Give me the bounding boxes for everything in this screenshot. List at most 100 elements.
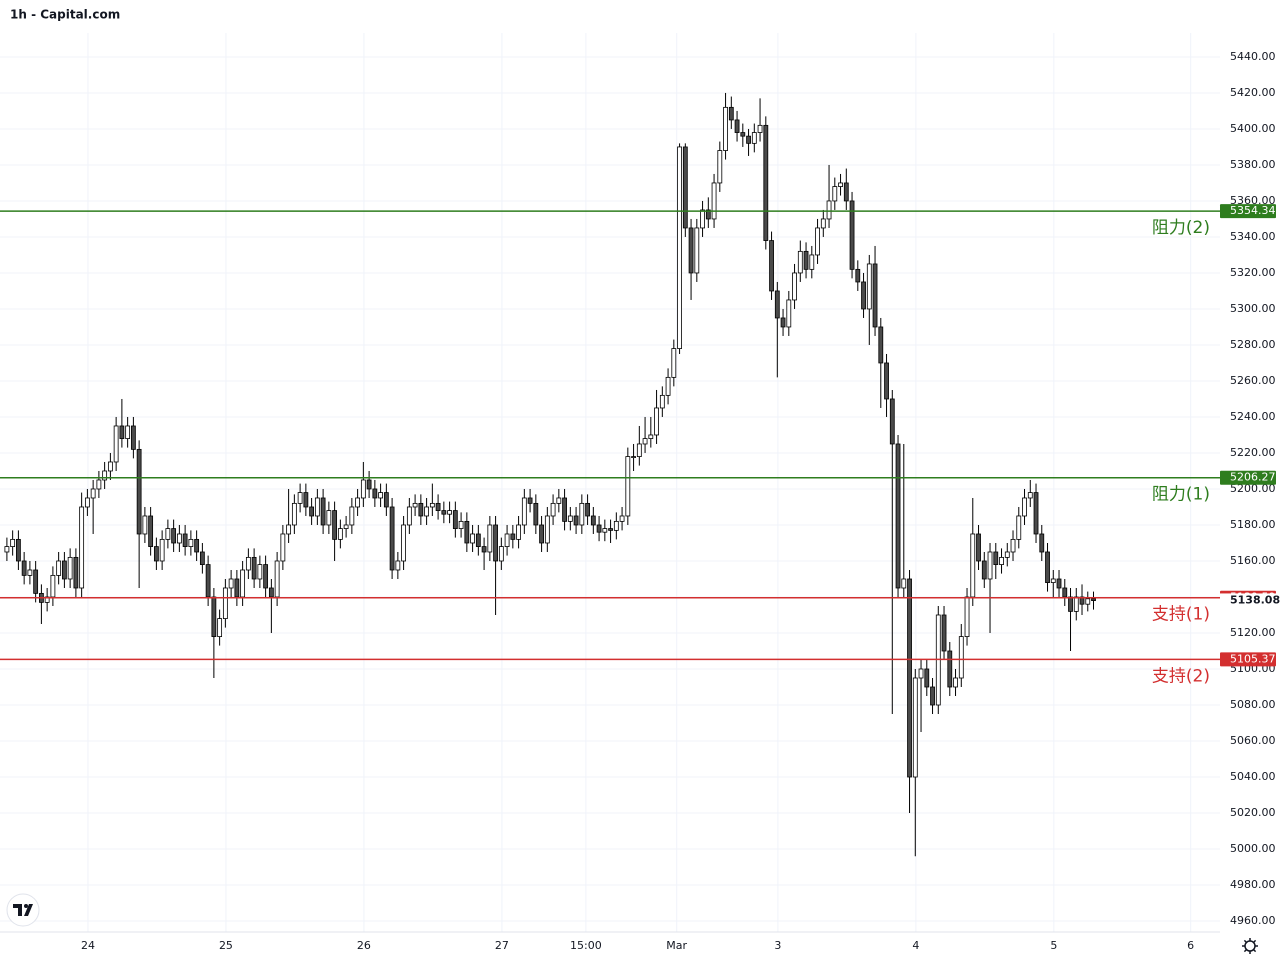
last-price-badge — [1220, 593, 1278, 608]
candle-body — [113, 425, 119, 463]
x-tick-label: Mar — [666, 939, 687, 952]
candle-body — [579, 502, 585, 526]
candle-body — [418, 502, 424, 517]
x-tick-label: 4 — [912, 939, 919, 952]
candle-body — [769, 240, 774, 292]
candle-body — [803, 250, 809, 270]
candle-body — [360, 479, 366, 499]
candle-body — [654, 407, 659, 436]
candle-body — [349, 506, 355, 526]
candle-body — [1056, 578, 1062, 589]
candle-body — [464, 520, 470, 544]
candle-body — [205, 564, 211, 598]
candle-body — [366, 479, 372, 490]
candle-body — [234, 578, 240, 598]
candle-body — [1039, 533, 1045, 553]
level-label: 阻力(2) — [1152, 218, 1210, 238]
candle-body — [136, 448, 142, 535]
candle-body — [326, 510, 332, 526]
candle-body — [855, 268, 861, 283]
candle-body — [67, 556, 73, 580]
candle-body — [510, 533, 516, 540]
y-tick-label: 5040.00 — [1230, 770, 1276, 783]
candle-body — [613, 520, 619, 531]
candle-body — [976, 533, 981, 562]
y-tick-label: 5280.00 — [1230, 338, 1276, 351]
x-tick-label: 3 — [774, 939, 781, 952]
candle-body — [142, 515, 148, 535]
candle-body — [631, 456, 636, 458]
candle-body — [245, 556, 251, 571]
candle-body — [826, 200, 832, 220]
candle-body — [516, 524, 521, 540]
candle-body — [539, 524, 544, 544]
settings-icon[interactable] — [1242, 938, 1258, 954]
candle-body — [590, 515, 596, 526]
candle-body — [907, 578, 912, 778]
x-tick-label: 15:00 — [570, 939, 602, 952]
candle-body — [412, 502, 418, 508]
candle-body — [1033, 492, 1039, 535]
y-tick-label: 5180.00 — [1230, 518, 1276, 531]
candle-body — [481, 546, 487, 553]
candle-body — [395, 560, 401, 571]
candle-body — [332, 510, 338, 540]
candle-body — [734, 119, 740, 133]
candle-body — [717, 150, 723, 184]
candle-body — [171, 528, 177, 544]
y-tick-label: 5120.00 — [1230, 626, 1276, 639]
candle-body — [728, 106, 734, 121]
candle-body — [941, 614, 947, 652]
candle-body — [130, 425, 136, 450]
candle-body — [567, 515, 573, 522]
candle-body — [280, 533, 286, 562]
y-tick-label: 5000.00 — [1230, 842, 1276, 855]
candle-body — [711, 182, 717, 220]
candle-body — [757, 124, 763, 133]
y-tick-label: 5300.00 — [1230, 302, 1276, 315]
candle-body — [809, 254, 815, 270]
candle-body — [533, 502, 539, 526]
level-label: 支持(1) — [1152, 605, 1210, 625]
candle-body — [1068, 596, 1073, 612]
candle-body — [159, 538, 165, 562]
x-axis: 24 25 26 27 15:00 Mar 3 4 5 6 — [81, 939, 1194, 952]
y-tick-label: 5320.00 — [1230, 266, 1276, 279]
y-tick-label: 4980.00 — [1230, 878, 1276, 891]
y-tick-label: 5200.00 — [1230, 482, 1276, 495]
y-tick-label: 5060.00 — [1230, 734, 1276, 747]
candle-body — [1073, 596, 1079, 612]
candle-body — [521, 497, 527, 526]
y-tick-label: 5440.00 — [1230, 50, 1276, 63]
candle-body — [263, 564, 269, 589]
candle-body — [550, 502, 556, 517]
candle-body — [320, 497, 326, 526]
candle-body — [596, 524, 602, 533]
candle-body — [165, 528, 171, 540]
candle-body — [1016, 515, 1022, 540]
candle-body — [355, 497, 361, 508]
x-tick-label: 24 — [81, 939, 95, 952]
y-tick-label: 5080.00 — [1230, 698, 1276, 711]
candle-body — [107, 461, 113, 472]
candle-body — [257, 564, 263, 580]
candle-body — [222, 587, 228, 619]
candle-body — [441, 510, 447, 515]
candle-body — [303, 492, 309, 508]
candle-body — [642, 438, 648, 445]
candle-body — [4, 546, 10, 553]
candle-body — [912, 677, 918, 778]
candle-body — [832, 186, 838, 202]
candle-body — [889, 398, 895, 445]
candle-body — [470, 533, 475, 544]
candle-body — [176, 533, 182, 544]
candle-body — [763, 124, 769, 241]
candle-body — [435, 502, 441, 511]
chart-title: 1h - Capital.com — [10, 8, 120, 22]
candle-body — [648, 434, 654, 439]
candle-body — [217, 618, 223, 637]
candle-body — [27, 569, 33, 576]
candle-body — [504, 533, 510, 547]
candle-body — [999, 556, 1004, 565]
candle-body — [924, 668, 930, 688]
